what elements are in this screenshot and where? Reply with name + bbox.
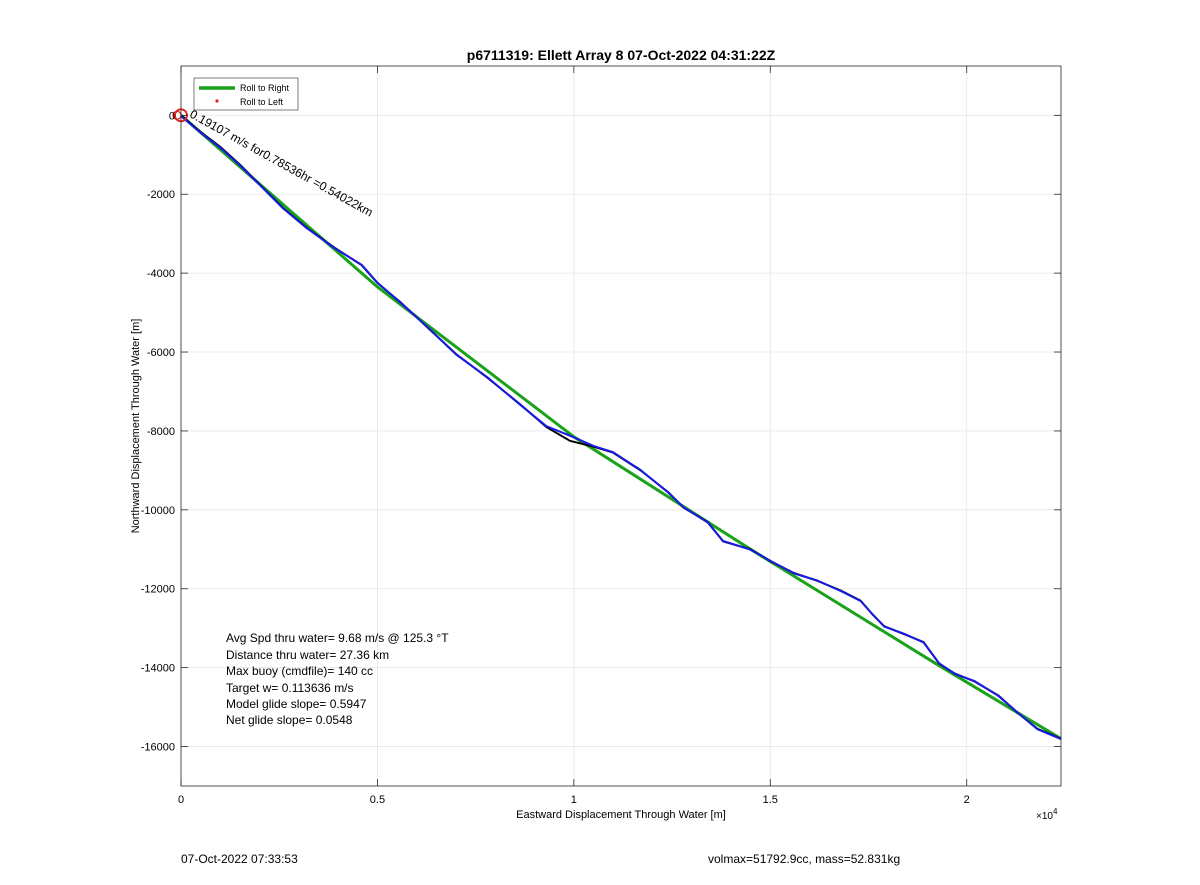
y-tick-label: -6000: [147, 347, 175, 359]
axis-ticks: 0 0.5 1 1.5 2 0 -2000 -4000 -6000 -8000 -10000 -120…: [141, 66, 1061, 806]
stat-avg-speed: Avg Spd thru water= 9.68 m/s @ 125.3 °T: [226, 631, 449, 645]
chart-title: p6711319: Ellett Array 8 07-Oct-2022 04:…: [467, 47, 776, 63]
x-tick-label: 0.5: [370, 794, 385, 806]
x-axis-label: Eastward Displacement Through Water [m]: [516, 809, 726, 821]
stats-block: Avg Spd thru water= 9.68 m/s @ 125.3 °T …: [226, 631, 449, 727]
y-tick-label: -2000: [147, 189, 175, 201]
footer-timestamp: 07-Oct-2022 07:33:53: [181, 852, 298, 866]
legend-label-roll-right: Roll to Right: [240, 83, 290, 93]
y-tick-label: -16000: [141, 742, 175, 754]
legend: Roll to Right Roll to Left: [193, 77, 299, 111]
y-tick-label: 0: [169, 110, 175, 122]
x-tick-label: 1.5: [763, 794, 778, 806]
series-line-2: [180, 115, 1062, 741]
y-axis-label: Northward Displacement Through Water [m]: [130, 319, 142, 534]
series-line-0: [180, 114, 1062, 740]
legend-label-roll-left: Roll to Left: [240, 97, 284, 107]
x-tick-label: 0: [178, 794, 184, 806]
axes-box: [180, 65, 1062, 787]
stat-net-glide: Net glide slope= 0.0548: [226, 713, 353, 727]
footer-info: volmax=51792.9cc, mass=52.831kg: [708, 852, 901, 866]
legend-dot-roll-left: [215, 99, 219, 103]
x-axis-exponent: ×104: [1036, 807, 1058, 822]
y-tick-label: -8000: [147, 426, 175, 438]
stat-distance: Distance thru water= 27.36 km: [226, 648, 389, 662]
stat-target-w: Target w= 0.113636 m/s: [226, 681, 354, 695]
y-tick-label: -14000: [141, 663, 175, 675]
y-tick-label: -4000: [147, 268, 175, 280]
plot-area: [181, 66, 1061, 786]
y-tick-label: -10000: [141, 505, 175, 517]
x-tick-label: 1: [571, 794, 577, 806]
stat-model-glide: Model glide slope= 0.5947: [226, 697, 367, 711]
stat-max-buoy: Max buoy (cmdfile)= 140 cc: [226, 664, 373, 678]
y-tick-label: -12000: [141, 584, 175, 596]
grid-lines: [180, 66, 1061, 786]
x-tick-label: 2: [964, 794, 970, 806]
series-layer: [180, 114, 1062, 741]
